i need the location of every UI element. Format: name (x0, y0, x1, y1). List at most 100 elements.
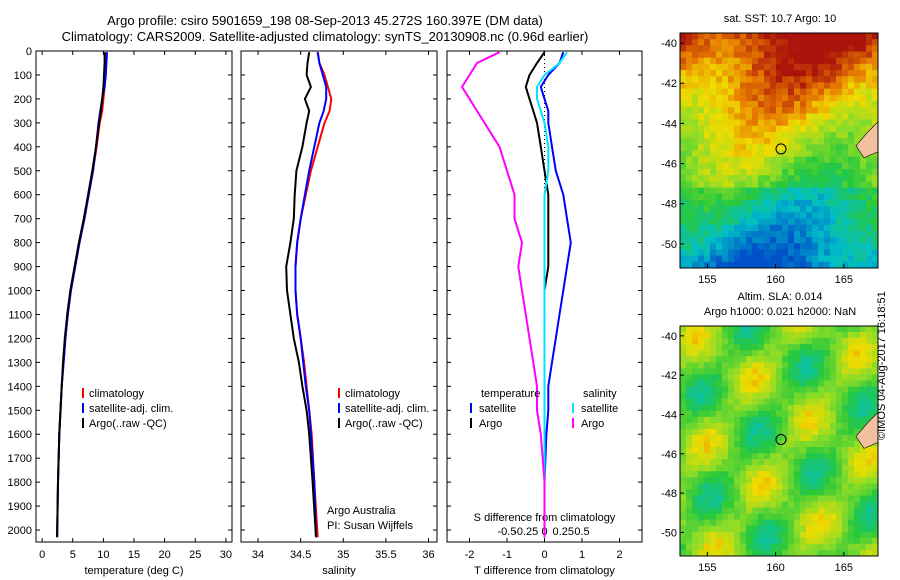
heatmap-cell (728, 39, 735, 46)
heatmap-cell (848, 537, 855, 545)
heatmap-cell (776, 483, 783, 490)
heatmap-cell (680, 162, 687, 170)
heatmap-cell (764, 82, 771, 90)
heatmap-cell (776, 374, 783, 381)
heatmap-cell (716, 199, 723, 207)
heatmap-cell (854, 416, 861, 424)
heatmap-cell (824, 477, 831, 484)
heatmap-cell (830, 489, 837, 496)
heatmap-cell (680, 519, 687, 527)
heatmap-cell (812, 380, 819, 388)
heatmap-cell (824, 230, 831, 238)
heatmap-cell (848, 410, 855, 418)
heatmap-cell (728, 138, 735, 145)
heatmap-cell (710, 243, 717, 250)
heatmap-cell (692, 51, 699, 59)
heatmap-cell (770, 230, 777, 238)
heatmap-cell (776, 434, 783, 442)
heatmap-cell (734, 404, 741, 412)
heatmap-cell (770, 501, 777, 509)
heatmap-cell (860, 507, 867, 515)
heatmap-cell (800, 326, 807, 333)
heatmap-cell (686, 392, 693, 400)
heatmap-cell (782, 88, 789, 96)
heatmap-cell (704, 380, 711, 388)
heatmap-cell (722, 187, 729, 195)
heatmap-cell (782, 150, 789, 158)
heatmap-cell (776, 57, 783, 65)
heatmap-cell (692, 76, 699, 83)
heatmap-cell (800, 422, 807, 430)
heatmap-cell (710, 404, 717, 412)
heatmap-cell (758, 374, 765, 381)
heatmap-cell (860, 212, 867, 220)
heatmap-cell (746, 39, 753, 46)
x-tick-label: 0 (39, 549, 45, 561)
heatmap-cell (776, 338, 783, 345)
heatmap-cell (776, 350, 783, 357)
heatmap-cell (806, 169, 813, 176)
heatmap-cell (764, 113, 771, 121)
heatmap-cell (848, 549, 855, 557)
heatmap-cell (758, 144, 765, 151)
heatmap-cell (782, 447, 789, 454)
heatmap-cell (698, 169, 705, 176)
heatmap-cell (734, 465, 741, 472)
heatmap-cell (680, 138, 687, 145)
heatmap-cell (710, 447, 717, 454)
heatmap-cell (692, 410, 699, 418)
heatmap-cell (800, 237, 807, 244)
heatmap-cell (866, 398, 873, 406)
heatmap-cell (860, 199, 867, 207)
heatmap-cell (746, 175, 753, 182)
heatmap-cell (758, 350, 765, 357)
heatmap-cell (794, 237, 801, 244)
heatmap-cell (794, 243, 801, 250)
heatmap-cell (740, 531, 747, 539)
heatmap-cell (752, 519, 759, 527)
heatmap-cell (842, 119, 849, 127)
heatmap-cell (716, 82, 723, 90)
heatmap-cell (734, 513, 741, 521)
heatmap-cell (746, 416, 753, 424)
heatmap-cell (680, 45, 687, 53)
heatmap-cell (836, 237, 843, 244)
heatmap-cell (716, 88, 723, 96)
heatmap-cell (824, 398, 831, 406)
heatmap-cell (854, 350, 861, 357)
heatmap-cell (704, 51, 711, 59)
heatmap-cell (764, 125, 771, 133)
heatmap-cell (740, 131, 747, 139)
heatmap-cell (842, 193, 849, 201)
heatmap-cell (758, 249, 765, 257)
heatmap-cell (734, 45, 741, 53)
heatmap-cell (728, 169, 735, 176)
heatmap-cell (752, 386, 759, 394)
heatmap-cell (710, 206, 717, 213)
heatmap-cell (854, 356, 861, 363)
heatmap-cell (800, 531, 807, 539)
heatmap-cell (734, 101, 741, 108)
heatmap-cell (776, 332, 783, 339)
heatmap-cell (770, 416, 777, 424)
heatmap-cell (734, 107, 741, 114)
legend-title-temperature: temperature (481, 388, 540, 400)
heatmap-cell (860, 447, 867, 454)
heatmap-cell (848, 144, 855, 151)
map-x-tick-label: 165 (835, 562, 853, 574)
heatmap-cell (746, 199, 753, 207)
heatmap-cell (722, 447, 729, 454)
heatmap-cell (848, 162, 855, 170)
heatmap-cell (758, 519, 765, 527)
heatmap-cell (854, 465, 861, 472)
heatmap-cell (680, 477, 687, 484)
heatmap-cell (782, 125, 789, 133)
heatmap-cell (710, 477, 717, 484)
heatmap-cell (842, 224, 849, 232)
heatmap-cell (818, 392, 825, 400)
heatmap-cell (872, 471, 879, 478)
heatmap-cell (842, 356, 849, 363)
heatmap-cell (860, 549, 867, 557)
heatmap-cell (752, 416, 759, 424)
heatmap-cell (800, 249, 807, 257)
